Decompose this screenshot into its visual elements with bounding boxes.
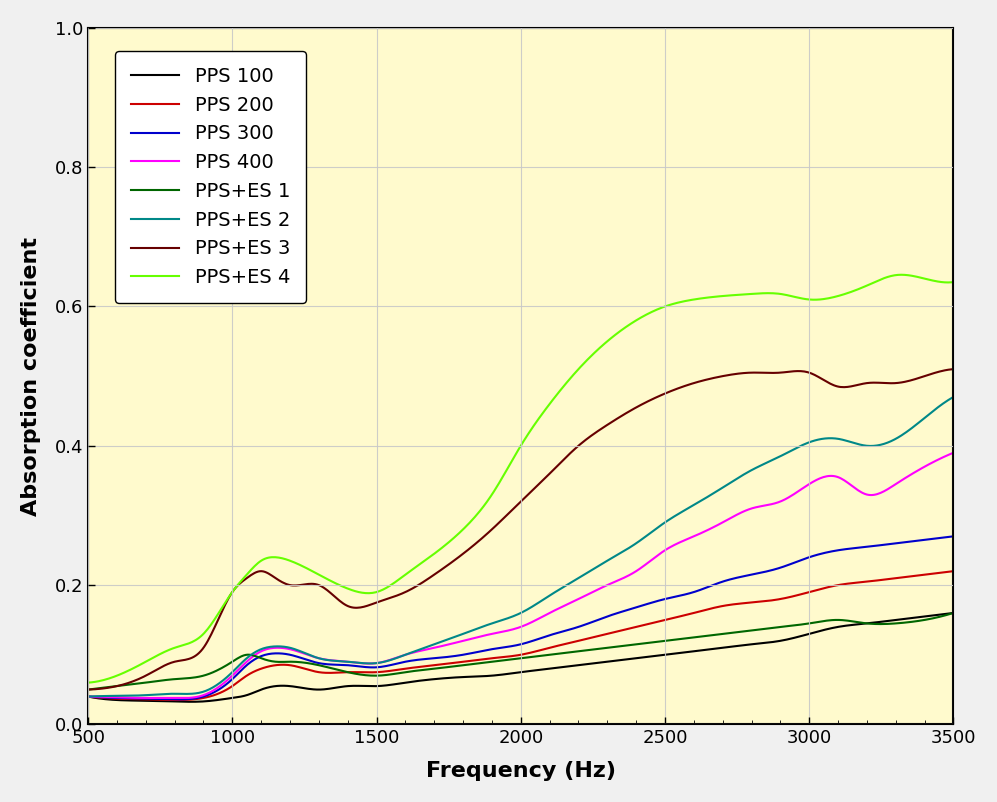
PPS 100 xyxy=(186,697,198,707)
PPS+ES 3 xyxy=(792,367,804,376)
PPS 200 xyxy=(928,569,940,578)
PPS 300 xyxy=(793,556,805,565)
PPS 300 xyxy=(599,613,611,622)
PPS+ES 4 xyxy=(792,293,804,302)
PPS+ES 1 xyxy=(82,685,94,695)
PPS 300 xyxy=(82,692,94,702)
PPS+ES 1 xyxy=(926,614,938,623)
PPS+ES 4 xyxy=(550,391,562,400)
PPS+ES 4 xyxy=(928,276,940,286)
PPS 100 xyxy=(793,632,805,642)
PPS+ES 3 xyxy=(498,512,510,522)
PPS 400 xyxy=(793,486,805,496)
PPS 400 xyxy=(175,693,187,703)
PPS 400 xyxy=(82,692,94,702)
PPS 100 xyxy=(928,610,940,620)
PPS+ES 3 xyxy=(82,685,94,695)
PPS+ES 1 xyxy=(550,649,562,658)
Line: PPS+ES 4: PPS+ES 4 xyxy=(88,275,953,683)
Line: PPS 200: PPS 200 xyxy=(88,571,953,700)
PPS+ES 1 xyxy=(947,608,959,618)
PPS+ES 3 xyxy=(597,423,609,432)
PPS 300 xyxy=(552,628,564,638)
PPS 300 xyxy=(174,695,186,704)
Line: PPS+ES 1: PPS+ES 1 xyxy=(88,613,953,690)
Line: PPS+ES 3: PPS+ES 3 xyxy=(88,369,953,690)
Line: PPS+ES 2: PPS+ES 2 xyxy=(88,397,953,697)
PPS+ES 2 xyxy=(597,558,609,568)
PPS 400 xyxy=(495,627,506,637)
PPS+ES 4 xyxy=(494,478,505,488)
PPS 300 xyxy=(500,642,512,652)
PPS+ES 2 xyxy=(550,586,562,596)
PPS 200 xyxy=(947,566,959,576)
Line: PPS 400: PPS 400 xyxy=(88,453,953,698)
PPS+ES 1 xyxy=(494,656,505,666)
PPS+ES 3 xyxy=(550,462,562,472)
PPS+ES 4 xyxy=(498,469,510,479)
PPS 100 xyxy=(82,692,94,702)
PPS+ES 2 xyxy=(82,692,94,702)
PPS 100 xyxy=(599,657,611,666)
Line: PPS 300: PPS 300 xyxy=(88,537,953,699)
PPS+ES 1 xyxy=(792,620,804,630)
PPS+ES 4 xyxy=(947,277,959,287)
PPS+ES 3 xyxy=(947,364,959,374)
Line: PPS 100: PPS 100 xyxy=(88,613,953,702)
PPS 100 xyxy=(500,670,512,679)
PPS+ES 3 xyxy=(926,369,938,379)
PPS+ES 3 xyxy=(494,518,505,528)
Legend: PPS 100, PPS 200, PPS 300, PPS 400, PPS+ES 1, PPS+ES 2, PPS+ES 3, PPS+ES 4: PPS 100, PPS 200, PPS 300, PPS 400, PPS+… xyxy=(115,51,306,302)
PPS 300 xyxy=(947,532,959,541)
PPS+ES 2 xyxy=(494,616,505,626)
PPS+ES 1 xyxy=(597,643,609,653)
PPS 200 xyxy=(495,653,506,662)
PPS 400 xyxy=(928,456,940,466)
PPS 200 xyxy=(552,641,564,650)
PPS 300 xyxy=(495,643,506,653)
PPS+ES 1 xyxy=(498,655,510,665)
PPS+ES 2 xyxy=(792,443,804,452)
PPS 200 xyxy=(500,652,512,662)
PPS+ES 4 xyxy=(895,270,907,280)
PPS 200 xyxy=(599,630,611,639)
PPS+ES 2 xyxy=(947,392,959,402)
PPS+ES 2 xyxy=(498,614,510,624)
PPS+ES 4 xyxy=(82,678,94,687)
PPS 100 xyxy=(947,608,959,618)
Y-axis label: Absorption coefficient: Absorption coefficient xyxy=(21,237,41,516)
PPS 400 xyxy=(500,626,512,636)
X-axis label: Frequency (Hz): Frequency (Hz) xyxy=(426,761,616,781)
PPS 200 xyxy=(793,590,805,600)
PPS 200 xyxy=(82,692,94,702)
PPS 300 xyxy=(928,534,940,544)
PPS 400 xyxy=(599,581,611,591)
PPS 400 xyxy=(552,604,564,614)
PPS 100 xyxy=(495,670,506,679)
PPS 400 xyxy=(947,448,959,458)
PPS+ES 4 xyxy=(597,340,609,350)
PPS 200 xyxy=(170,695,182,705)
PPS+ES 2 xyxy=(926,407,938,416)
PPS 100 xyxy=(552,663,564,673)
